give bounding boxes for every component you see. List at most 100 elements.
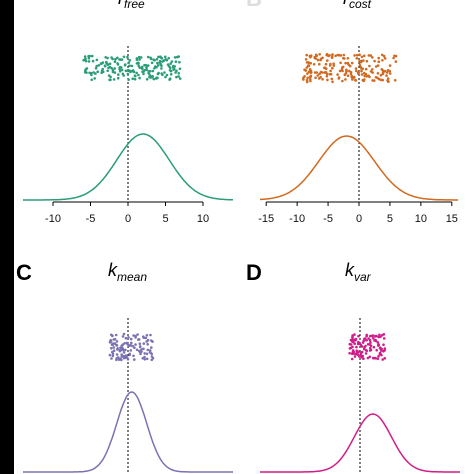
panel-C-data-point (131, 344, 134, 348)
panel-B-data-point (331, 66, 334, 70)
panel-D-data-point (383, 357, 387, 360)
panel-B-data-point (307, 64, 310, 67)
panel-B-data-point (336, 53, 340, 57)
panel-D-data-point (376, 357, 380, 361)
panel-D-data-point (379, 346, 382, 350)
panel-B-data-point (351, 78, 354, 81)
panel-B-data-point (330, 56, 334, 59)
panel-C-data-point (125, 356, 129, 359)
panel-C-data-point (122, 332, 126, 336)
panel-D-data-point (371, 356, 375, 360)
panel-C-data-point (129, 344, 132, 347)
panel-B-data-point (304, 58, 308, 61)
panel-C-data-point (149, 351, 152, 354)
panel-C-data-point (142, 342, 146, 345)
panel-B: B rcost -15 -10 -5 0 5 10 15 (246, 0, 458, 225)
panel-B-data-point (332, 62, 335, 65)
panel-A-data-point (152, 77, 156, 81)
panel-B-data-point (312, 63, 316, 66)
panel-B-data-point (358, 53, 361, 56)
panel-D-data-point (382, 333, 386, 336)
panel-D-data-point (382, 337, 386, 340)
panel-A-data-point (142, 72, 145, 76)
panel-D-data-point (358, 342, 362, 346)
panel-C: C kmean (16, 260, 233, 473)
panel-D-data-point (348, 347, 352, 350)
panel-D-data-point (377, 343, 380, 347)
panel-B-data-point (353, 54, 356, 57)
panel-C-data-point (144, 336, 148, 340)
panel-C-data-point (120, 355, 124, 358)
panel-D-data-point (352, 340, 355, 344)
panel-B-data-point (338, 69, 342, 73)
panel-A-data-point (97, 64, 101, 67)
panel-A-data-point (90, 78, 93, 82)
panel-A-data-point (146, 55, 150, 59)
panel-C-data-point (143, 352, 146, 355)
panel-A-data-point (117, 73, 120, 76)
panel-C-density-curve (23, 391, 233, 473)
panel-A-data-point (84, 57, 87, 61)
panel-B-data-point (385, 74, 388, 77)
panel-D-data-point (362, 357, 365, 361)
panel-A-data-point (145, 68, 148, 72)
panel-D-data-point (351, 345, 354, 349)
panel-A-data-point (156, 64, 160, 67)
panel-B-data-point (388, 72, 392, 75)
panel-A-data-point (135, 71, 138, 75)
panel-A-data-point (177, 55, 180, 58)
panel-B-tick-label: 15 (446, 213, 458, 225)
panel-D-data-point (374, 338, 377, 342)
panel-A-data-point (114, 57, 117, 61)
panel-A-data-point (138, 66, 142, 69)
panel-A-data-point (167, 64, 171, 68)
panel-B-data-point (309, 54, 313, 57)
panel-D-data-point (365, 333, 369, 337)
panel-B-data-point (343, 57, 346, 60)
panel-C-data-point (122, 351, 126, 354)
panel-C-data-point (120, 344, 123, 348)
panel-C-data-point (145, 357, 149, 361)
panel-B-data-point (350, 61, 354, 65)
panel-C-data-point (142, 336, 146, 340)
panel-A-data-point (151, 69, 155, 73)
panel-A-data-point (95, 58, 99, 62)
panel-B-data-point (330, 77, 334, 81)
panel-B-data-point (355, 69, 358, 73)
panel-B-data-point (377, 60, 381, 63)
panel-A-data-point (103, 64, 107, 68)
panel-C-data-point (151, 356, 155, 360)
panel-A-data-point (178, 67, 182, 71)
panel-A-data-point (110, 66, 113, 70)
panel-A-data-point (164, 55, 167, 59)
panel-A-data-point (128, 59, 132, 62)
panel-A-data-point (91, 59, 95, 63)
panel-A-data-point (121, 72, 125, 76)
panel-D-data-point (381, 358, 385, 361)
panel-D-data-point (357, 334, 360, 338)
panel-C-data-point (146, 348, 150, 352)
panel-A-data-point (112, 78, 116, 81)
panel-A-points (82, 54, 182, 82)
panel-A-data-point (82, 58, 85, 62)
panel-A-data-point (137, 73, 140, 77)
panel-C-data-point (133, 346, 136, 350)
panel-B-data-point (324, 67, 328, 70)
panel-A-data-point (145, 66, 148, 69)
panel-C-data-point (111, 350, 114, 354)
panel-D-data-point (378, 333, 381, 337)
left-edge-bar (0, 0, 14, 474)
panel-A-data-point (161, 73, 164, 76)
panel-C-letter: C (16, 260, 32, 285)
panel-B-data-point (386, 69, 390, 72)
panel-A-data-point (118, 58, 121, 61)
panel-C-data-point (125, 341, 129, 345)
panel-A-data-point (170, 60, 174, 63)
panel-A-data-point (146, 64, 150, 67)
panel-C-data-point (123, 342, 126, 345)
panel-C-data-point (115, 340, 119, 343)
panel-B-data-point (334, 54, 337, 58)
panel-A-data-point (93, 77, 96, 80)
panel-B-data-point (304, 69, 308, 72)
panel-D-data-point (348, 342, 352, 346)
